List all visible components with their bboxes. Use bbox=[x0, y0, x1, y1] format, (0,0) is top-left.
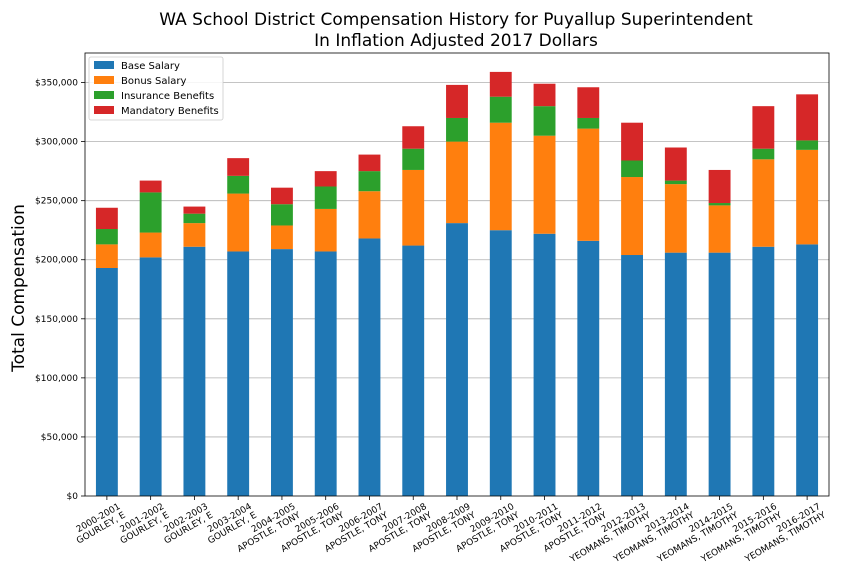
y-tick-label: $200,000 bbox=[35, 256, 78, 266]
bar-bonus-salary bbox=[314, 208, 337, 252]
legend-swatch bbox=[94, 76, 114, 84]
bar-bonus-salary bbox=[708, 205, 731, 253]
bar-base-salary bbox=[752, 246, 775, 496]
bar-insurance-benefits bbox=[664, 180, 687, 185]
bar-insurance-benefits bbox=[227, 175, 250, 194]
bar-bonus-salary bbox=[577, 128, 600, 241]
bar-mandatory-benefits bbox=[227, 158, 250, 176]
bar-bonus-salary bbox=[227, 193, 250, 252]
bar-bonus-salary bbox=[271, 225, 293, 250]
bar-base-salary bbox=[227, 251, 250, 496]
bar-bonus-salary bbox=[621, 177, 643, 256]
chart-title-line-1: WA School District Compensation History … bbox=[159, 10, 753, 30]
legend-frame bbox=[88, 56, 224, 121]
bar-insurance-benefits bbox=[621, 160, 643, 178]
bar-mandatory-benefits bbox=[139, 180, 162, 193]
bar-bonus-salary bbox=[183, 223, 206, 247]
bar-mandatory-benefits bbox=[577, 87, 600, 118]
bars bbox=[95, 71, 819, 496]
bar-bonus-salary bbox=[139, 232, 162, 258]
y-tick-label: $350,000 bbox=[35, 79, 78, 89]
bar-insurance-benefits bbox=[95, 229, 118, 245]
y-tick-label: $0 bbox=[67, 492, 79, 502]
bar-base-salary bbox=[533, 233, 556, 496]
y-axis-ticks: $0 $50,000 $100,000 $150,000 $200,000 $250,00… bbox=[35, 79, 85, 502]
bar-mandatory-benefits bbox=[664, 147, 687, 181]
bar-base-salary bbox=[358, 238, 381, 496]
bar-base-salary bbox=[446, 223, 468, 496]
bar-base-salary bbox=[402, 245, 425, 496]
bar-mandatory-benefits bbox=[446, 84, 468, 118]
bar-insurance-benefits bbox=[358, 171, 381, 192]
bar-base-salary bbox=[621, 255, 643, 496]
bar-base-salary bbox=[271, 249, 293, 496]
chart-title-line-2: In Inflation Adjusted 2017 Dollars bbox=[314, 31, 598, 51]
bar-insurance-benefits bbox=[489, 96, 512, 123]
bar-mandatory-benefits bbox=[95, 207, 118, 230]
bar-insurance-benefits bbox=[314, 186, 337, 209]
bar-insurance-benefits bbox=[752, 148, 775, 160]
bar-base-salary bbox=[314, 251, 337, 496]
bar-base-salary bbox=[577, 240, 600, 496]
legend: Base Salary Bonus Salary Insurance Benefit… bbox=[88, 56, 224, 121]
bar-bonus-salary bbox=[446, 141, 468, 224]
bar-base-salary bbox=[139, 257, 162, 496]
bar-mandatory-benefits bbox=[796, 94, 819, 141]
legend-swatch bbox=[94, 91, 114, 99]
bar-insurance-benefits bbox=[533, 106, 556, 136]
bar-base-salary bbox=[708, 252, 731, 496]
bar-insurance-benefits bbox=[139, 192, 162, 233]
bar-bonus-salary bbox=[533, 135, 556, 234]
y-tick-label: $150,000 bbox=[35, 315, 78, 325]
bar-insurance-benefits bbox=[708, 203, 731, 206]
legend-swatch bbox=[94, 106, 114, 114]
bar-insurance-benefits bbox=[402, 148, 425, 170]
bar-mandatory-benefits bbox=[402, 126, 425, 149]
y-axis-label: Total Compensation bbox=[9, 204, 29, 373]
bar-insurance-benefits bbox=[271, 204, 293, 226]
legend-swatch bbox=[94, 61, 114, 69]
bar-mandatory-benefits bbox=[183, 206, 206, 214]
bar-mandatory-benefits bbox=[314, 171, 337, 187]
bar-insurance-benefits bbox=[183, 213, 206, 224]
legend-label: Bonus Salary bbox=[121, 76, 187, 87]
y-tick-label: $250,000 bbox=[35, 197, 78, 207]
bar-mandatory-benefits bbox=[752, 106, 775, 149]
bar-bonus-salary bbox=[752, 159, 775, 247]
y-tick-label: $300,000 bbox=[35, 138, 78, 148]
bar-base-salary bbox=[796, 244, 819, 496]
bar-bonus-salary bbox=[358, 191, 381, 239]
bar-mandatory-benefits bbox=[533, 83, 556, 107]
bar-mandatory-benefits bbox=[358, 154, 381, 172]
bar-mandatory-benefits bbox=[621, 122, 643, 161]
bar-base-salary bbox=[489, 230, 512, 496]
bar-mandatory-benefits bbox=[708, 169, 731, 204]
y-tick-label: $100,000 bbox=[35, 374, 78, 384]
bar-insurance-benefits bbox=[577, 117, 600, 129]
bar-bonus-salary bbox=[402, 169, 425, 246]
bar-base-salary bbox=[183, 246, 206, 496]
bar-insurance-benefits bbox=[446, 117, 468, 142]
legend-label: Base Salary bbox=[121, 61, 180, 72]
bar-insurance-benefits bbox=[796, 140, 819, 150]
bar-mandatory-benefits bbox=[271, 187, 293, 205]
bar-bonus-salary bbox=[796, 149, 819, 245]
legend-label: Insurance Benefits bbox=[121, 91, 214, 102]
legend-label: Mandatory Benefits bbox=[121, 106, 219, 117]
bar-bonus-salary bbox=[489, 122, 512, 231]
bar-base-salary bbox=[95, 268, 118, 496]
bar-bonus-salary bbox=[95, 244, 118, 269]
chart-title: WA School District Compensation History … bbox=[159, 10, 753, 51]
bar-bonus-salary bbox=[664, 184, 687, 253]
y-tick-label: $50,000 bbox=[41, 433, 78, 443]
bar-base-salary bbox=[664, 252, 687, 496]
bar-mandatory-benefits bbox=[489, 71, 512, 97]
